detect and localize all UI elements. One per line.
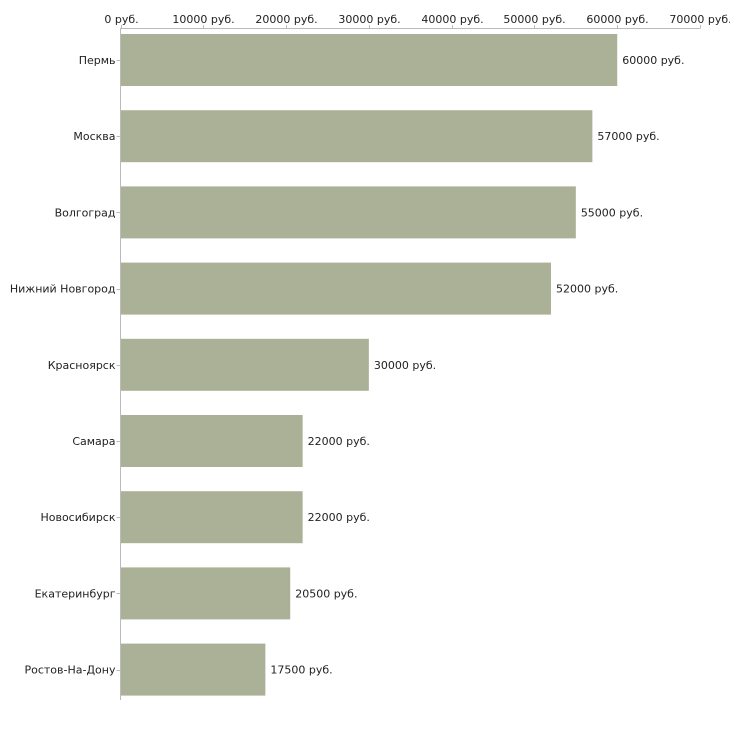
x-tick-label: 0 руб. (104, 13, 138, 26)
x-tick-label: 10000 руб. (172, 13, 234, 26)
category-label: Пермь (79, 54, 116, 67)
value-label: 57000 руб. (597, 130, 659, 143)
x-axis: 0 руб. 10000 руб. 20000 руб. 30000 руб. 4000… (104, 13, 730, 700)
category-label: Нижний Новгород (10, 283, 116, 296)
x-tick-label: 40000 руб. (421, 13, 483, 26)
x-tick-label: 60000 руб. (586, 13, 648, 26)
x-tick-label: 70000 руб. (669, 13, 730, 26)
bars (121, 34, 618, 696)
x-tick-label: 20000 руб. (255, 13, 317, 26)
value-label: 20500 руб. (295, 587, 357, 600)
bar (121, 338, 369, 391)
bar (121, 491, 303, 544)
value-label: 30000 руб. (374, 359, 436, 372)
category-label: Самара (72, 435, 115, 448)
value-label: 22000 руб. (308, 511, 370, 524)
x-tick-label: 50000 руб. (503, 13, 565, 26)
labels: Пермь 60000 руб. Москва 57000 руб. Волгоград… (10, 54, 685, 677)
bar (121, 110, 593, 163)
bar (121, 34, 618, 86)
value-label: 52000 руб. (556, 283, 618, 296)
category-label: Новосибирск (40, 511, 115, 524)
category-label: Ростов-На-Дону (24, 664, 115, 677)
value-label: 22000 руб. (308, 435, 370, 448)
category-label: Волгоград (55, 206, 116, 219)
category-label: Красноярск (48, 359, 116, 372)
bar (121, 643, 266, 696)
bar (121, 415, 303, 467)
value-label: 55000 руб. (581, 206, 643, 219)
bar (121, 567, 291, 620)
value-label: 17500 руб. (270, 664, 332, 677)
value-label: 60000 руб. (622, 54, 684, 67)
category-label: Екатеринбург (35, 587, 116, 600)
x-tick-label: 30000 руб. (338, 13, 400, 26)
bar (121, 262, 551, 315)
category-label: Москва (73, 130, 115, 143)
bar (121, 186, 576, 239)
